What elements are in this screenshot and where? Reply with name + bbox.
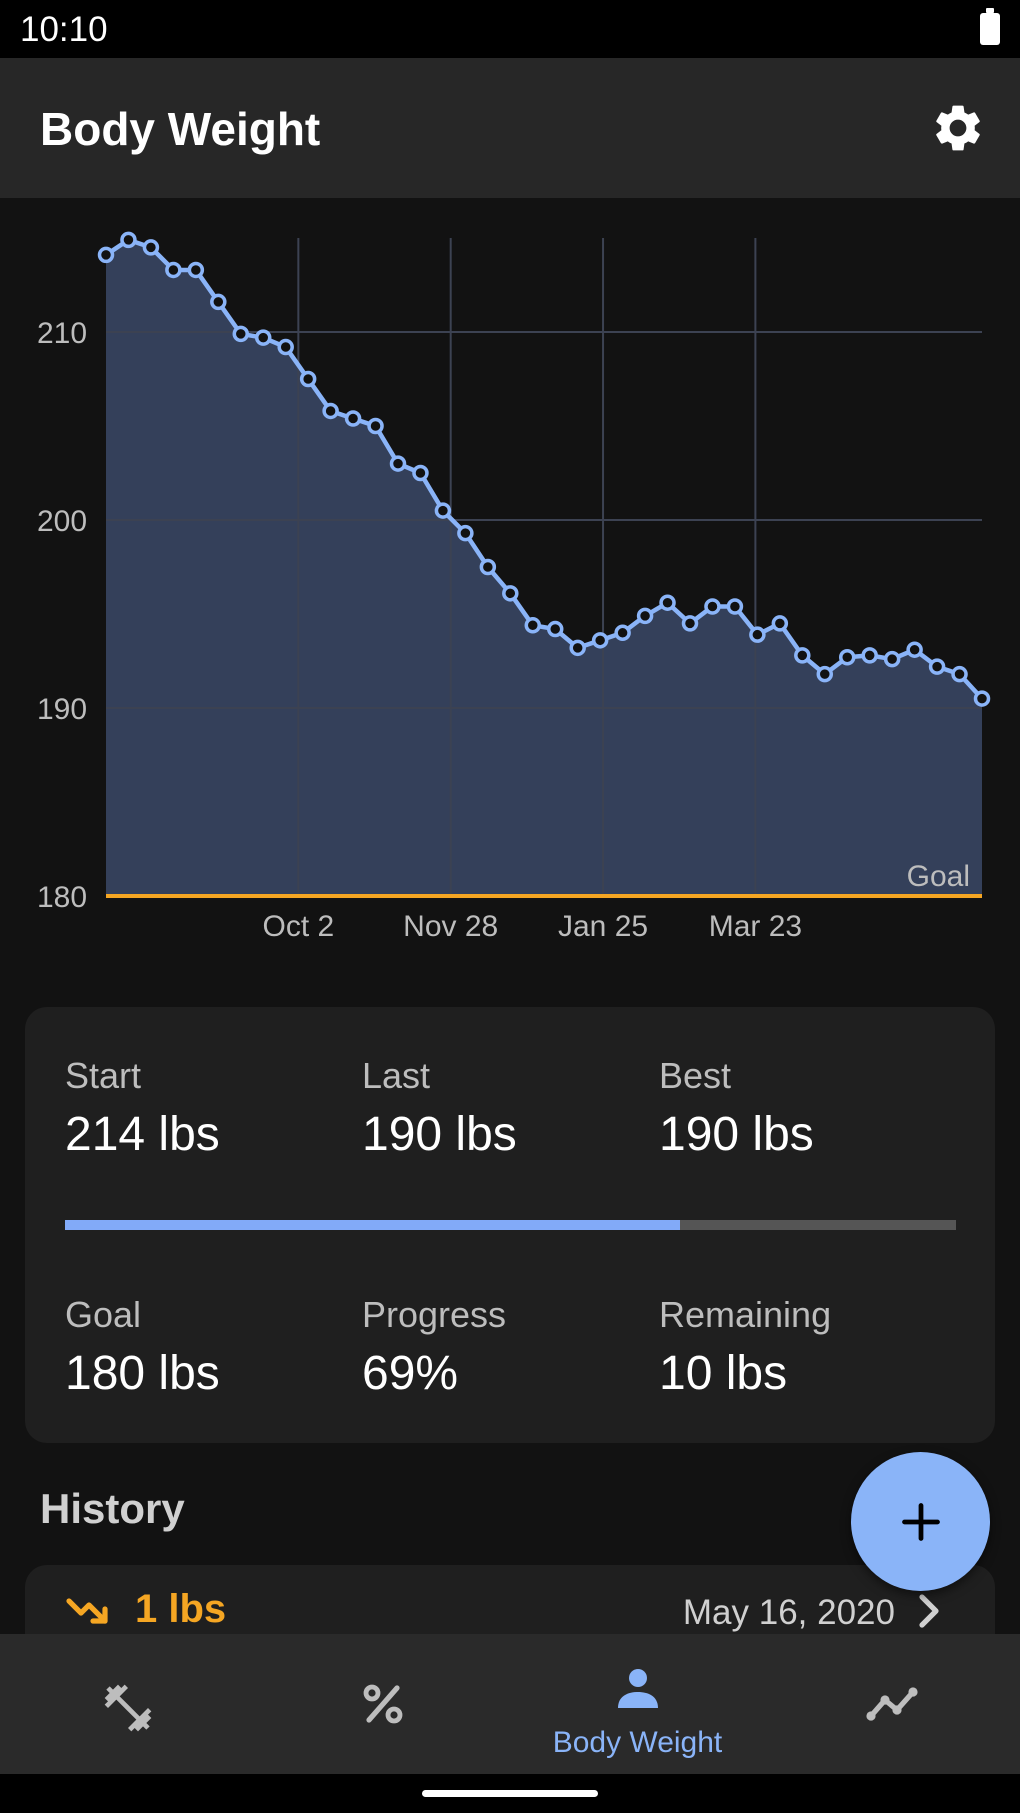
weight-data-point bbox=[479, 558, 497, 576]
weight-series-line bbox=[104, 237, 984, 701]
weight-data-point bbox=[412, 464, 429, 482]
stat-start-value: 214 lbs bbox=[65, 1108, 220, 1161]
weight-data-point bbox=[681, 615, 699, 632]
stat-remaining-label: Remaining bbox=[659, 1294, 832, 1335]
battery-icon bbox=[980, 8, 1000, 45]
y-tick-label: 200 bbox=[37, 505, 87, 538]
weight-data-point bbox=[726, 598, 744, 615]
gear-icon bbox=[936, 105, 980, 151]
weight-data-point bbox=[210, 293, 227, 311]
weight-data-point bbox=[771, 615, 789, 632]
stat-progress-label: Progress bbox=[362, 1294, 507, 1335]
weight-data-point bbox=[434, 502, 452, 519]
stat-last-value: 190 lbs bbox=[362, 1108, 517, 1161]
x-tick-label: Nov 28 bbox=[403, 910, 498, 943]
weight-chart-svg: 180 190 200 210 Oct 2 Nov 28 Jan 25 Mar 23 Goal bbox=[37, 231, 991, 943]
status-time: 10:10 bbox=[20, 10, 108, 49]
trending-down-icon bbox=[66, 1598, 108, 1624]
weight-data-point bbox=[749, 626, 766, 643]
nav-item-percent[interactable] bbox=[255, 1634, 510, 1774]
y-tick-label: 180 bbox=[37, 881, 87, 914]
weight-data-point bbox=[794, 647, 811, 664]
weight-data-point bbox=[659, 594, 676, 611]
weight-data-point bbox=[838, 648, 856, 666]
weight-data-point bbox=[928, 658, 946, 675]
weight-chart: 180 190 200 210 Oct 2 Nov 28 Jan 25 Mar 23 Goal bbox=[0, 198, 1020, 978]
weight-data-point bbox=[165, 261, 182, 279]
weight-data-point bbox=[344, 410, 362, 427]
status-bar: 10:10 bbox=[0, 0, 1020, 58]
stat-best: Best 190 lbs bbox=[659, 1055, 949, 1162]
stat-start: Start 214 lbs bbox=[65, 1055, 355, 1162]
stat-best-value: 190 lbs bbox=[659, 1108, 814, 1161]
nav-label-body-weight: Body Weight bbox=[552, 1726, 723, 1759]
settings-button[interactable] bbox=[930, 100, 986, 156]
gesture-handle[interactable] bbox=[422, 1790, 598, 1797]
weight-data-point bbox=[254, 329, 272, 346]
weight-data-point bbox=[299, 370, 317, 388]
goal-progress-fill bbox=[65, 1220, 680, 1230]
person-icon bbox=[617, 1669, 658, 1708]
page-title: Body Weight bbox=[40, 103, 321, 155]
stat-goal-label: Goal bbox=[65, 1294, 142, 1335]
stat-remaining: Remaining 10 lbs bbox=[659, 1294, 949, 1401]
goal-line-label: Goal bbox=[907, 860, 970, 893]
weight-data-point bbox=[524, 617, 542, 634]
weight-data-point bbox=[277, 338, 294, 356]
chevron-right-icon bbox=[919, 1594, 939, 1628]
weight-data-point bbox=[816, 665, 834, 683]
x-tick-label: Oct 2 bbox=[262, 910, 334, 943]
weight-data-point bbox=[951, 665, 968, 683]
app-bar: Body Weight bbox=[0, 58, 1020, 198]
stat-best-label: Best bbox=[659, 1055, 732, 1096]
history-delta: 1 lbs bbox=[135, 1587, 227, 1631]
goal-progress-bar bbox=[65, 1220, 956, 1230]
weight-data-point bbox=[973, 690, 991, 707]
stat-progress: Progress 69% bbox=[362, 1294, 652, 1401]
weight-data-point bbox=[906, 641, 923, 658]
nav-item-exercises[interactable] bbox=[0, 1634, 255, 1774]
x-tick-label: Jan 25 bbox=[558, 910, 648, 943]
weight-data-point bbox=[457, 524, 474, 542]
bottom-navigation: Body Weight bbox=[0, 1634, 1020, 1774]
weight-data-point bbox=[120, 231, 137, 249]
y-tick-label: 210 bbox=[37, 317, 87, 350]
add-entry-button[interactable] bbox=[851, 1452, 990, 1591]
weight-data-point bbox=[861, 647, 878, 664]
weight-data-point bbox=[883, 650, 901, 668]
x-tick-label: Mar 23 bbox=[709, 910, 802, 943]
weight-data-point bbox=[569, 639, 586, 657]
stat-last-label: Last bbox=[362, 1055, 431, 1096]
stats-card: Start 214 lbs Last 190 lbs Best 190 lbs … bbox=[25, 1007, 995, 1443]
weight-data-point bbox=[704, 598, 721, 615]
nav-item-body-weight[interactable]: Body Weight bbox=[510, 1634, 765, 1774]
history-title: History bbox=[40, 1485, 185, 1532]
weight-data-point bbox=[636, 607, 654, 625]
weight-data-point bbox=[591, 632, 609, 649]
weight-data-point bbox=[614, 624, 631, 642]
stat-goal: Goal 180 lbs bbox=[65, 1294, 355, 1401]
plus-icon bbox=[901, 1502, 940, 1541]
percent-icon bbox=[363, 1684, 402, 1724]
weight-data-point bbox=[232, 325, 250, 343]
stat-start-label: Start bbox=[65, 1055, 142, 1096]
weight-data-point bbox=[502, 585, 519, 602]
weight-data-point bbox=[389, 455, 407, 472]
weight-data-point bbox=[367, 417, 384, 435]
stat-goal-value: 180 lbs bbox=[65, 1347, 220, 1400]
nav-item-charts[interactable] bbox=[765, 1634, 1020, 1774]
dumbbell-icon bbox=[104, 1684, 151, 1732]
stat-last: Last 190 lbs bbox=[362, 1055, 652, 1162]
weight-data-point bbox=[97, 246, 115, 264]
gesture-area bbox=[0, 1774, 1020, 1813]
y-tick-label: 190 bbox=[37, 693, 87, 726]
trend-chart-icon bbox=[865, 1687, 918, 1721]
stat-progress-value: 69% bbox=[362, 1347, 459, 1400]
weight-data-point bbox=[546, 620, 564, 638]
weight-data-point bbox=[142, 239, 160, 256]
weight-data-point bbox=[187, 261, 205, 279]
history-date: May 16, 2020 bbox=[682, 1593, 895, 1632]
stat-remaining-value: 10 lbs bbox=[659, 1347, 788, 1400]
weight-data-point bbox=[322, 402, 339, 420]
